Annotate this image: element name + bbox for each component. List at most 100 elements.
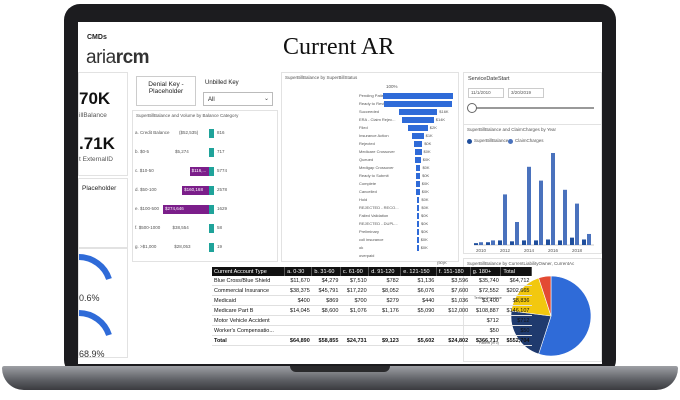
status-value: $0K [421,221,429,226]
status-label: ERA - Claim Rejec... [359,117,396,122]
funnel-bottom-label: (50)K [437,260,447,265]
table-cell [436,325,471,336]
status-label: overpaid [359,253,375,258]
volume-bar [209,148,214,157]
status-label: Queued [359,157,374,162]
date-slider-handle[interactable] [467,103,477,113]
table-cell: $11,670 [284,276,312,286]
dashboard-screen: CMDs ariarcm Current AR 70K illBalance .… [78,22,602,364]
funnel-bar [416,229,420,235]
status-label: Cancelled [359,189,377,194]
table-cell: $50 [470,325,501,336]
unbilled-key-slicer[interactable]: Unbilled Key All ⌄ [203,76,275,110]
table-cell: $7,600 [436,285,471,296]
bar-charges [515,222,519,245]
balance-bar [189,167,209,176]
table-row: Worker's Compensatio... $50 $50 [212,325,532,336]
status-label: Succeeded [359,109,380,114]
table-cell [284,325,312,336]
year-chart-title: SuperBillBalance and ClaimCharges by Yea… [467,127,557,132]
status-value: $0K [421,205,429,210]
column-header: b. 31-60 [311,267,341,276]
table-cell [311,315,341,326]
table-cell: Worker's Compensatio... [212,325,285,336]
status-label: REJECTED - RECO... [359,205,399,210]
volume-value: 5774 [217,168,228,173]
table-cell [311,325,341,336]
status-value: $1K [425,133,433,138]
table-cell: $146,107 [500,305,532,316]
table-cell: $72,552 [470,285,501,296]
status-value: $0K [421,189,429,194]
table-cell: $869 [311,295,341,306]
table-header-row: Current Account Type a. 0-30 b. 31-60 c. 61… [212,267,532,276]
status-value: $0K [423,149,431,154]
table-cell: $50 [500,325,532,336]
status-label: Hold [359,197,368,202]
x-tick-label: 2016 [548,248,559,253]
denial-key-slicer[interactable]: Denial Key - Placeholder [136,76,196,106]
total-cell: $5,602 [400,335,437,346]
table-cell: Blue Cross/Blue Shield [212,276,285,286]
balance-value: $38,554 [172,225,189,230]
volume-bar [209,129,214,138]
status-value: $2K [429,125,437,130]
funnel-bar [417,237,419,243]
bar-charges [491,240,495,245]
status-value: $14K [435,117,446,122]
total-cell: $64,890 [284,335,312,346]
gauge-arc-2 [79,310,112,337]
funnel-bar [384,101,452,107]
table-cell: $64,712 [500,276,532,286]
date-slider-track[interactable] [470,107,594,109]
table-cell: $1,176 [368,305,401,316]
status-label: Pending Patient Re... [359,93,397,98]
bar-balance [582,239,586,245]
table-row: Medicaid $400 $869 $700 $279 $440 $1,036 $3,400… [212,295,532,306]
pie-slice [538,275,592,357]
status-funnel-panel: SuperBillBalance by SuperBillStatus 100%… [281,72,459,265]
bar-balance [534,240,538,245]
table-cell [368,315,401,326]
table-cell [340,315,369,326]
volume-bar [209,186,214,195]
table-row: Blue Cross/Blue Shield $11,670 $4,279 $7,51… [212,276,532,286]
category-label: a. Credit Balance [135,130,170,135]
table-cell: $782 [368,276,401,286]
legend-charges: ClaimCharges [515,138,544,143]
status-label: REJECTED - DUPL... [359,221,398,226]
bar-charges [503,194,507,245]
bar-balance [570,237,574,245]
balance-value: $5,274 [175,149,189,154]
table-cell: Medicare Part B [212,305,285,316]
table-body: Blue Cross/Blue Shield $11,670 $4,279 $7,51… [212,276,532,346]
table-row: Medicare Part B $14,045 $8,600 $1,076 $1,176… [212,305,532,316]
unbilled-key-label: Unbilled Key [205,80,239,86]
volume-value: 19 [217,244,223,249]
table-cell [340,325,369,336]
x-tick-label: 2014 [524,248,535,253]
balance-category-title: SuperBillBalance and Volume by Balance C… [136,113,239,118]
start-date-input[interactable]: 11/1/2010 [468,88,504,98]
table-cell: $700 [340,295,369,306]
table-cell: $8,052 [368,285,401,296]
legend-dot-balance [467,139,472,144]
unbilled-key-dropdown[interactable]: All ⌄ [203,92,273,106]
logo-mark: CMDs [87,34,107,41]
column-header: c. 61-90 [340,267,370,276]
kpi-card-external: .71K t ExternalID [78,126,128,176]
balance-bar [182,186,209,195]
funnel-top-pct: 100% [386,84,398,89]
status-label: Failed Validation [359,213,389,218]
page-title: Current AR [283,34,395,60]
legend-balance: SuperBillBalance [474,138,509,143]
funnel-bar [415,173,421,179]
end-date-input[interactable]: 3/20/2019 [508,88,544,98]
table-cell: $202,665 [500,285,532,296]
table-cell: $400 [284,295,312,306]
service-date-label: ServiceDateStart [468,76,510,82]
funnel-bar [412,133,424,139]
table-cell: $5,090 [400,305,437,316]
status-label: ok [359,245,364,250]
total-cell: $24,802 [436,335,471,346]
